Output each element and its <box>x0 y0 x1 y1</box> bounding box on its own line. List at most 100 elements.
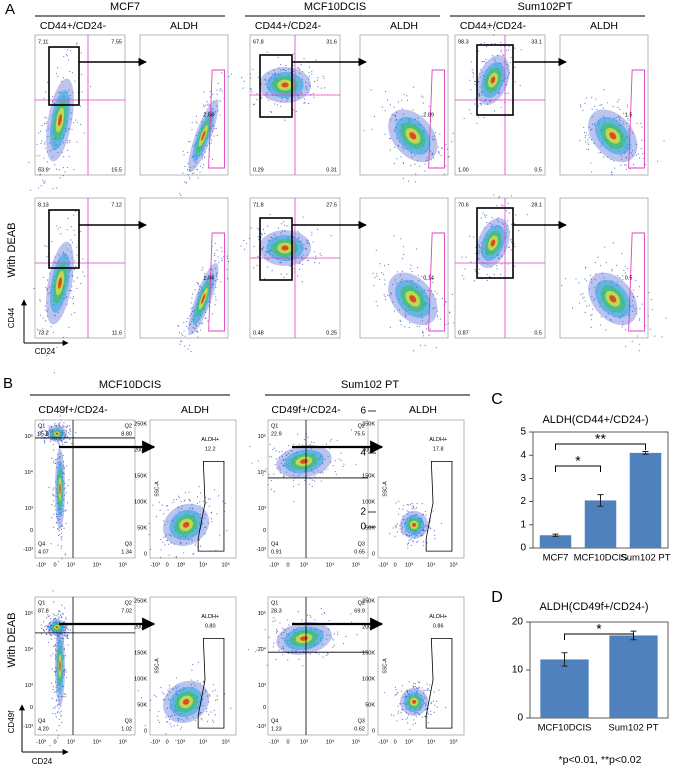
event-dot <box>649 328 651 330</box>
event-dot <box>303 58 304 59</box>
event-dot <box>53 513 54 514</box>
quadrant-value: 0.29 <box>253 167 264 173</box>
quadrant-value: 0.5 <box>534 330 542 336</box>
x-tick-label: 10⁵ <box>119 738 127 745</box>
event-dot <box>184 181 186 183</box>
quadrant-name: Q3 <box>125 718 132 724</box>
y-tick-label: 200K <box>134 447 147 453</box>
quadrant-value: 15.5 <box>111 167 122 173</box>
event-dot <box>244 249 245 250</box>
event-dot <box>302 264 303 265</box>
y-tick-label: 200K <box>134 624 147 630</box>
event-dot <box>67 485 68 486</box>
event-dot <box>62 442 63 443</box>
event-dot <box>625 346 627 348</box>
x-tick-label: -10³ <box>269 562 279 568</box>
event-dot <box>314 251 315 252</box>
event-dot <box>70 431 71 432</box>
x-tick-label: 10³ <box>67 562 75 568</box>
significance-label: * <box>575 453 581 469</box>
quadrant-value: 98.3 <box>458 39 469 45</box>
event-dot <box>59 712 60 713</box>
y-tick-label: 10 <box>512 665 524 676</box>
event-dot <box>52 590 53 591</box>
event-dot <box>52 689 53 690</box>
x-tick-label: 0 <box>53 739 56 745</box>
event-dot <box>256 93 257 94</box>
event-dot <box>53 613 54 614</box>
event-dot <box>57 545 58 546</box>
event-dot <box>303 103 304 104</box>
event-dot <box>54 618 55 619</box>
event-dot <box>46 629 47 630</box>
gate-value: 0.80 <box>205 623 216 629</box>
event-dot <box>50 618 51 619</box>
quadrant-name: Q4 <box>38 718 45 724</box>
event-dot <box>638 350 640 352</box>
event-dot <box>274 103 275 104</box>
event-dot <box>56 187 57 188</box>
event-dot <box>58 423 59 424</box>
quadrant-value: 11.6 <box>112 330 122 336</box>
plot-frame <box>378 420 464 558</box>
density-level <box>59 483 60 494</box>
event-dot <box>254 651 255 652</box>
quadrant-value: 1.02 <box>121 726 132 732</box>
event-dot <box>261 97 262 98</box>
event-dot <box>55 706 56 707</box>
event-dot <box>44 626 45 627</box>
gate-value: 12.2 <box>205 446 216 452</box>
y-tick-label: 10⁴ <box>258 469 267 476</box>
event-dot <box>54 615 55 616</box>
x-tick-label: 10³ <box>177 562 185 568</box>
event-dot <box>58 443 59 444</box>
event-dot <box>63 422 64 423</box>
y-tick-label: -10³ <box>256 547 266 553</box>
y-tick-label: 10⁵ <box>25 610 33 617</box>
event-dot <box>315 60 316 61</box>
y-tick-label: -10³ <box>23 724 33 730</box>
event-dot <box>189 178 191 180</box>
event-dot <box>311 234 312 235</box>
x-tick-label: 10⁴ <box>427 738 436 745</box>
event-dot <box>187 348 189 350</box>
event-dot <box>180 195 182 197</box>
event-dot <box>67 635 68 636</box>
event-dot <box>243 240 244 241</box>
row-label: With DEAB <box>6 612 18 667</box>
quadrant-value: 7.02 <box>121 608 132 614</box>
event-dot <box>41 185 42 186</box>
event-dot <box>283 277 284 278</box>
event-dot <box>57 528 58 529</box>
y-tick-label: 10⁵ <box>25 433 33 440</box>
event-dot <box>267 266 268 267</box>
event-dot <box>54 495 55 496</box>
event-dot <box>251 91 252 92</box>
event-dot <box>58 725 59 726</box>
event-dot <box>281 273 282 274</box>
event-dot <box>66 465 67 466</box>
event-dot <box>59 637 60 638</box>
event-dot <box>499 196 501 198</box>
event-dot <box>56 700 57 701</box>
event-dot <box>250 77 251 78</box>
axis-label: SSC-A <box>154 658 160 674</box>
event-dot <box>286 273 287 274</box>
quadrant-name: Q4 <box>271 541 278 547</box>
event-dot <box>493 194 495 196</box>
quadrant-value: 4.07 <box>38 549 49 555</box>
event-dot <box>44 181 45 182</box>
event-dot <box>44 440 45 441</box>
y-tick-label: 50K <box>137 525 147 531</box>
event-dot <box>68 479 69 480</box>
event-dot <box>56 730 57 731</box>
event-dot <box>54 423 55 424</box>
y-tick-label: 0 <box>520 543 526 554</box>
x-tick-label: MCF10DCIS <box>574 553 628 564</box>
y-tick-label: 3 <box>520 473 526 484</box>
event-dot <box>293 53 294 54</box>
y-tick-label: 100K <box>134 499 147 505</box>
event-dot <box>253 267 254 268</box>
y-tick-label: 250K <box>362 421 375 427</box>
